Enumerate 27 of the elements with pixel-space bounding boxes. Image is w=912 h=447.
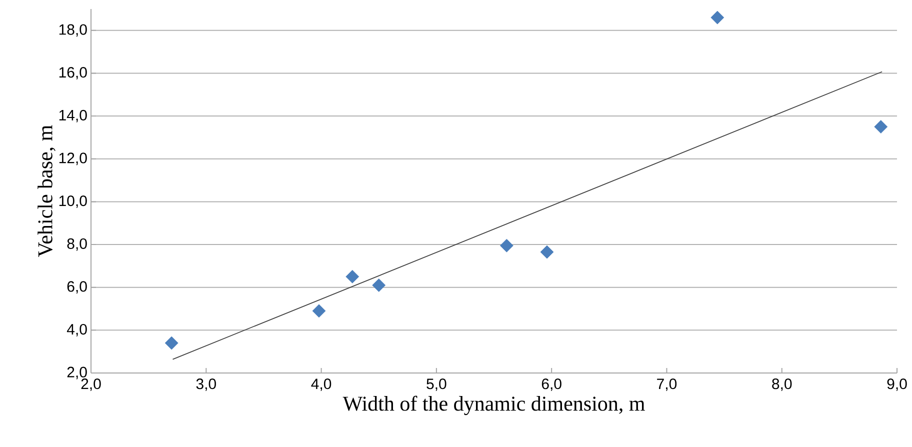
y-axis-title: Vehicle base, m — [38, 125, 56, 257]
point — [710, 10, 724, 24]
point — [346, 270, 360, 284]
y-tick-label: 18,0 — [59, 24, 87, 37]
y-tick-label: 8,0 — [67, 238, 87, 251]
x-tick-label: 6,0 — [542, 378, 562, 391]
point — [540, 245, 554, 259]
point — [312, 304, 326, 318]
x-tick-label: 8,0 — [772, 378, 792, 391]
y-tick-label: 2,0 — [67, 366, 87, 380]
x-tick-label: 3,0 — [196, 378, 216, 391]
y-tick-label: 6,0 — [67, 281, 87, 294]
x-tick-label: 5,0 — [426, 378, 446, 391]
y-tick-label: 16,0 — [59, 67, 87, 80]
point — [500, 238, 514, 252]
point — [372, 278, 386, 292]
y-tick-label: 12,0 — [59, 152, 87, 166]
x-tick-label: 7,0 — [657, 378, 677, 391]
x-tick-label: 2,0 — [81, 378, 101, 391]
y-tick-label: 14,0 — [59, 110, 87, 122]
y-tick-label: 4,0 — [66, 324, 87, 336]
x-tick-label: 4,0 — [311, 378, 332, 391]
x-tick-label: 9,0 — [887, 378, 907, 391]
y-tick-label: 10,0 — [59, 196, 87, 208]
x-axis-title: Width of the dynamic dimension, m — [342, 396, 645, 416]
point — [874, 120, 888, 134]
point — [164, 336, 178, 350]
